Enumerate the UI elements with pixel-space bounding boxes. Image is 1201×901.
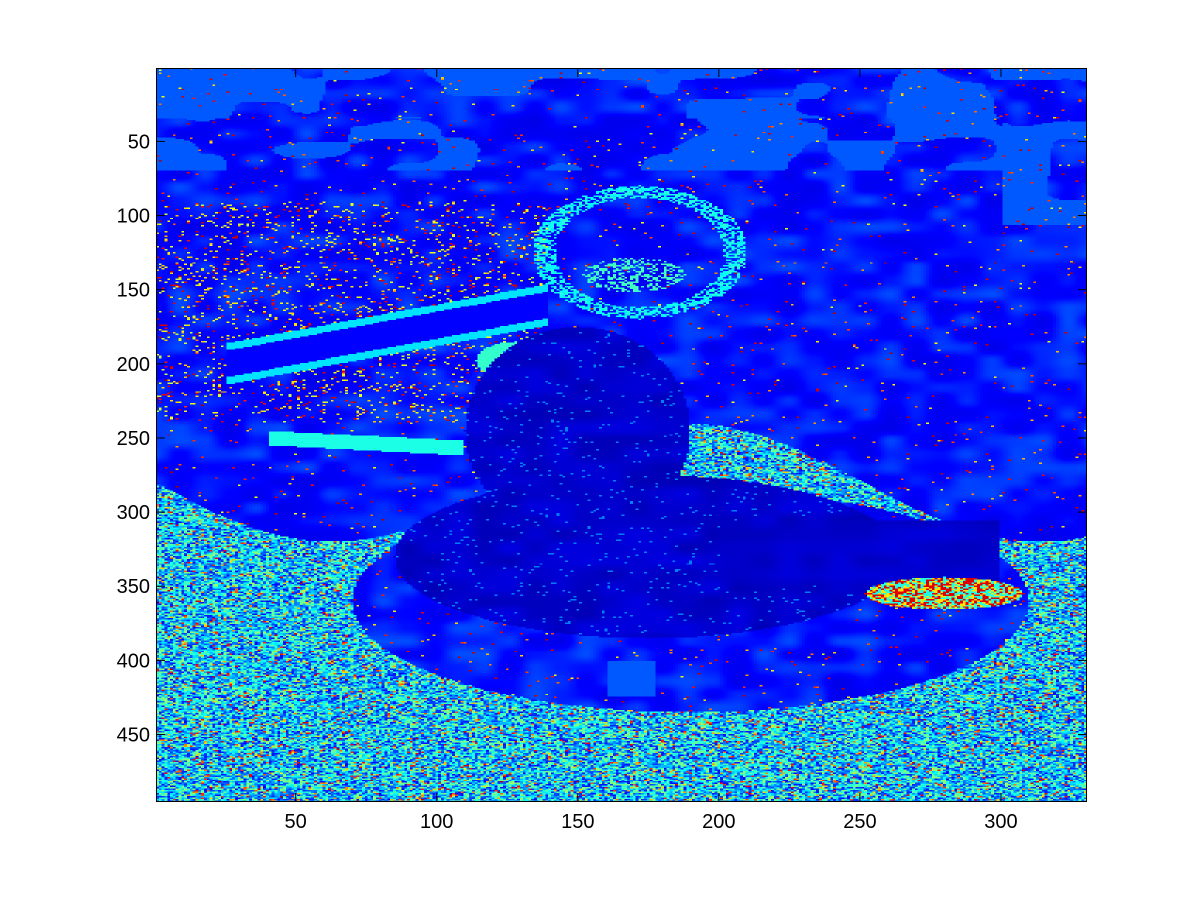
- x-tick-label: 50: [285, 811, 307, 833]
- x-tick-label: 300: [984, 811, 1017, 833]
- y-tick-label: 50: [128, 131, 150, 153]
- y-tick-label: 150: [117, 280, 150, 302]
- x-axis: 50 100 150 200 250 300: [285, 68, 1018, 833]
- y-tick-label: 350: [117, 576, 150, 598]
- x-tick-label: 200: [702, 811, 735, 833]
- y-tick-label: 250: [117, 428, 150, 450]
- x-tick-label: 100: [420, 811, 453, 833]
- x-tick-label: 250: [843, 811, 876, 833]
- heatmap-image: [156, 68, 1087, 802]
- y-axis: 50 100 150 200 250 300 350 400 450: [117, 131, 1087, 747]
- heatmap-canvas: [156, 68, 1087, 802]
- y-tick-label: 100: [117, 206, 150, 228]
- x-tick-label: 150: [561, 811, 594, 833]
- y-tick-label: 450: [117, 725, 150, 747]
- y-tick-label: 400: [117, 650, 150, 672]
- y-tick-label: 300: [117, 502, 150, 524]
- y-tick-label: 200: [117, 354, 150, 376]
